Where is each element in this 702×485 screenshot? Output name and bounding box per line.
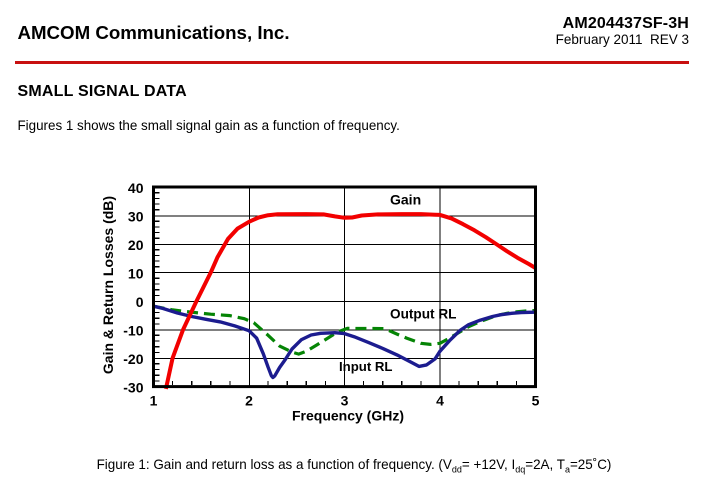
svg-text:Frequency (GHz): Frequency (GHz) (292, 408, 404, 424)
svg-text:Gain & Return Losses (dB): Gain & Return Losses (dB) (100, 196, 116, 374)
svg-text:30: 30 (128, 208, 144, 224)
svg-text:0: 0 (136, 294, 144, 310)
svg-text:4: 4 (436, 393, 444, 409)
svg-text:Output RL: Output RL (390, 307, 456, 322)
svg-text:10: 10 (128, 265, 144, 281)
svg-text:3: 3 (341, 393, 349, 409)
svg-text:2: 2 (245, 393, 253, 409)
svg-text:1: 1 (150, 393, 158, 409)
svg-text:40: 40 (128, 180, 144, 196)
svg-text:5: 5 (532, 393, 540, 409)
svg-text:-30: -30 (123, 379, 143, 395)
svg-text:-20: -20 (123, 351, 143, 367)
svg-text:20: 20 (128, 237, 144, 253)
svg-text:Input RL: Input RL (339, 359, 392, 374)
svg-text:-10: -10 (123, 322, 143, 338)
svg-text:Gain: Gain (390, 192, 421, 208)
